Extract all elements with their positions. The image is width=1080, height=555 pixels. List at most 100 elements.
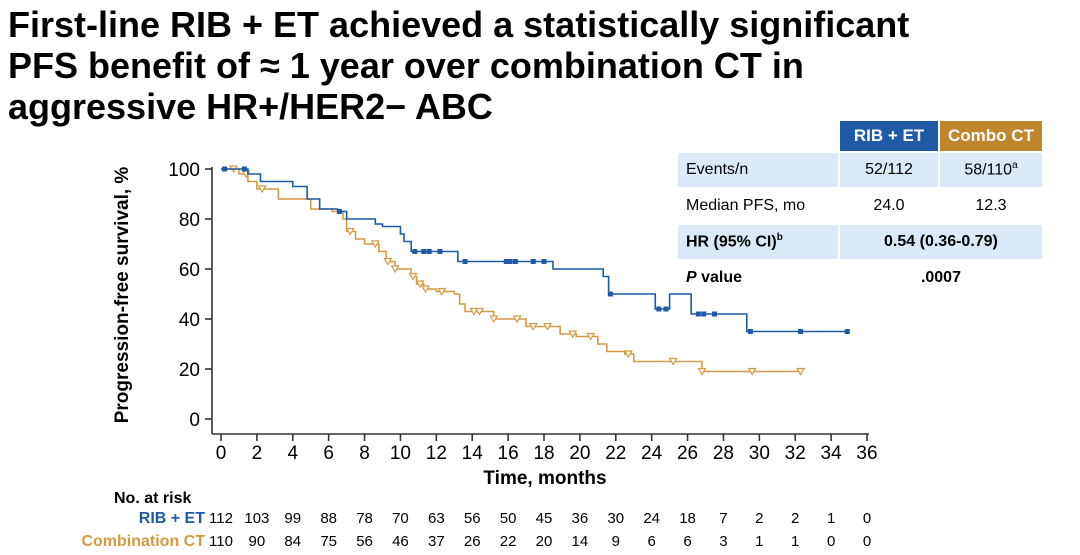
p-label-rest: value xyxy=(696,269,743,286)
censor-mark-rib xyxy=(241,166,247,172)
censor-mark-rib xyxy=(503,259,509,264)
x-tick-label: 20 xyxy=(569,443,590,464)
at-risk-value-rib: 50 xyxy=(500,510,517,527)
y-axis-label: Progression-free survival, % xyxy=(112,167,133,424)
x-tick-label: 24 xyxy=(641,443,663,464)
at-risk-value-combo: 14 xyxy=(572,533,589,550)
table-header-blank xyxy=(678,121,838,151)
x-axis-label: Time, months xyxy=(483,468,606,489)
censor-mark-combo xyxy=(528,322,538,331)
events-rib: 52/112 xyxy=(840,153,938,187)
table-row-events: Events/n 52/112 58/110a xyxy=(678,153,1042,187)
hr-label: HR (95% CI) xyxy=(686,233,777,251)
at-risk-value-rib: 7 xyxy=(719,510,727,527)
title-line-2: PFS benefit of ≈ 1 year over combination… xyxy=(8,45,804,86)
x-tick-label: 10 xyxy=(390,443,411,464)
censor-mark-combo xyxy=(512,315,522,324)
at-risk-value-combo: 37 xyxy=(428,533,445,550)
at-risk-label-rib: RIB + ET xyxy=(139,510,205,527)
slide-title: First-line RIB + ET achieved a statistic… xyxy=(8,4,1078,127)
x-tick-label: 8 xyxy=(359,443,370,464)
censor-mark-combo xyxy=(697,367,707,376)
x-tick-label: 28 xyxy=(713,443,734,464)
at-risk-value-combo: 56 xyxy=(356,533,373,550)
censor-mark-rib xyxy=(530,259,536,264)
at-risk-value-rib: 2 xyxy=(791,510,799,527)
y-tick-label: 80 xyxy=(179,210,200,231)
at-risk-value-rib: 30 xyxy=(607,510,624,527)
at-risk-value-rib: 56 xyxy=(464,510,481,527)
x-tick-label: 12 xyxy=(426,443,447,464)
at-risk-label-combo: Combination CT xyxy=(81,533,205,550)
censor-mark-rib xyxy=(695,311,701,317)
at-risk-value-combo: 90 xyxy=(249,533,266,550)
x-tick-label: 6 xyxy=(323,443,334,464)
y-tick-label: 60 xyxy=(179,260,200,281)
censor-mark-combo xyxy=(345,227,355,236)
at-risk-value-combo: 75 xyxy=(320,533,337,550)
at-risk-value-combo: 110 xyxy=(209,533,233,550)
table-header-combo: Combo CT xyxy=(940,121,1042,151)
censor-mark-rib xyxy=(701,311,707,317)
at-risk-value-combo: 20 xyxy=(536,533,553,550)
censor-mark-rib xyxy=(437,249,443,254)
at-risk-value-rib: 36 xyxy=(572,510,589,527)
events-combo-cell: 58/110a xyxy=(940,153,1042,187)
y-axis-label-group: Progression-free survival, % xyxy=(112,167,133,424)
censor-mark-rib xyxy=(512,259,518,264)
censor-mark-combo xyxy=(568,330,578,339)
x-tick-label: 36 xyxy=(856,443,877,464)
censor-mark-combo xyxy=(796,367,806,376)
at-risk-value-rib: 78 xyxy=(356,510,373,527)
km-curve-combo xyxy=(221,168,801,373)
p-value: .0007 xyxy=(920,269,961,286)
x-tick-label: 34 xyxy=(821,443,843,464)
events-combo-footnote: a xyxy=(1012,160,1018,172)
censor-mark-combo xyxy=(489,315,499,324)
at-risk-value-rib: 24 xyxy=(643,510,660,527)
at-risk-value-combo: 9 xyxy=(612,533,620,550)
censor-mark-rib xyxy=(507,259,513,264)
at-risk-value-rib: 18 xyxy=(679,510,696,527)
table-row-median: Median PFS, mo 24.0 12.3 xyxy=(678,189,1042,223)
censor-mark-rib xyxy=(336,209,342,214)
hr-value: 0.54 (0.36-0.79) xyxy=(840,225,1042,259)
at-risk-value-combo: 1 xyxy=(791,533,799,550)
table-row-hr: HR (95% CI)b 0.54 (0.36-0.79) xyxy=(678,225,1042,259)
censor-mark-rib xyxy=(656,306,662,312)
events-label: Events/n xyxy=(678,153,838,187)
censor-mark-combo xyxy=(623,350,633,359)
x-tick-label: 2 xyxy=(252,443,263,464)
x-tick-label: 30 xyxy=(749,443,770,464)
censor-mark-rib xyxy=(462,259,468,264)
at-risk-value-rib: 99 xyxy=(284,510,301,527)
p-label-cell: P value xyxy=(678,261,838,295)
censor-mark-combo xyxy=(415,280,425,289)
at-risk-value-rib: 70 xyxy=(392,510,409,527)
at-risk-value-combo: 46 xyxy=(392,533,409,550)
censor-mark-rib xyxy=(607,291,613,297)
censor-mark-rib xyxy=(421,249,427,254)
censor-mark-combo xyxy=(257,185,267,194)
x-tick-label: 22 xyxy=(605,443,626,464)
at-risk-value-combo: 6 xyxy=(683,533,691,550)
at-risk-value-rib: 0 xyxy=(863,510,871,527)
p-label-italic: P xyxy=(686,269,697,286)
x-tick-label: 14 xyxy=(462,443,484,464)
at-risk-value-rib: 88 xyxy=(320,510,337,527)
x-tick-label: 32 xyxy=(785,443,806,464)
at-risk-heading: No. at risk xyxy=(114,490,191,507)
censor-mark-combo xyxy=(370,240,380,249)
censor-mark-combo xyxy=(421,285,431,294)
censor-mark-combo xyxy=(586,332,596,341)
hr-label-cell: HR (95% CI)b xyxy=(678,225,838,259)
at-risk-value-rib: 1 xyxy=(827,510,835,527)
censor-mark-rib xyxy=(426,249,432,254)
title-line-1: First-line RIB + ET achieved a statistic… xyxy=(8,4,910,45)
y-tick-label: 0 xyxy=(189,410,200,431)
censor-mark-rib xyxy=(844,329,850,334)
at-risk-value-combo: 0 xyxy=(863,533,871,550)
censor-mark-rib xyxy=(663,306,669,312)
series-layer xyxy=(221,165,850,376)
